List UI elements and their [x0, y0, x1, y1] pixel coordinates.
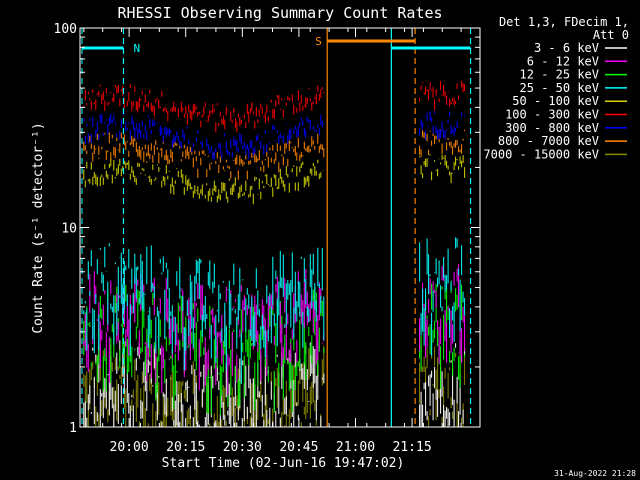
legend-label: 100 - 300 keV [505, 108, 599, 122]
series-6 [83, 80, 466, 133]
saa-label: S [315, 35, 322, 48]
x-tick-label: 20:30 [223, 440, 262, 455]
legend-label: 50 - 100 keV [512, 94, 599, 108]
x-axis-label: Start Time (02-Jun-16 19:47:02) [162, 456, 405, 471]
series-trace [83, 84, 325, 133]
x-tick-label: 20:45 [279, 440, 318, 455]
footer-date: 31-Aug-2022 21:28 [554, 469, 636, 478]
series-trace [419, 110, 466, 141]
legend-label: 800 - 7000 keV [498, 134, 599, 148]
series-trace [419, 80, 466, 111]
x-tick-label: 20:00 [110, 440, 149, 455]
legend-label: 12 - 25 keV [520, 68, 599, 82]
series-5 [83, 154, 466, 205]
x-tick-label: 20:15 [166, 440, 205, 455]
legend-label: 25 - 50 keV [520, 81, 599, 95]
y-tick-label: 100 [54, 22, 77, 37]
x-tick-label: 21:15 [393, 440, 432, 455]
chart-title: RHESSI Observing Summary Count Rates [117, 4, 442, 22]
series-trace [83, 340, 325, 427]
x-tick-label: 21:00 [336, 440, 375, 455]
legend-header-line-2: Att 0 [593, 28, 629, 42]
legend-header-line-1: Det 1,3, FDecim 1, [499, 15, 629, 29]
y-tick-label: 10 [61, 222, 77, 237]
y-axis-label: Count Rate (s⁻¹ detector⁻¹) [31, 122, 46, 333]
legend-label: 7000 - 15000 keV [483, 147, 599, 161]
frame-layer: N S 20:00 20:15 20:30 20:45 21:00 21:15 1 10 100 [54, 22, 481, 455]
y-tick-label: 1 [69, 421, 77, 436]
series-4 [83, 237, 466, 384]
legend-label: 3 - 6 keV [534, 41, 599, 55]
series-trace [419, 237, 466, 356]
series-trace [83, 157, 325, 205]
legend-label: 300 - 800 keV [505, 121, 599, 135]
legend-label: 6 - 12 keV [527, 54, 599, 68]
night-label: N [133, 42, 140, 55]
series-trace [83, 243, 325, 384]
series-trace [419, 154, 466, 184]
